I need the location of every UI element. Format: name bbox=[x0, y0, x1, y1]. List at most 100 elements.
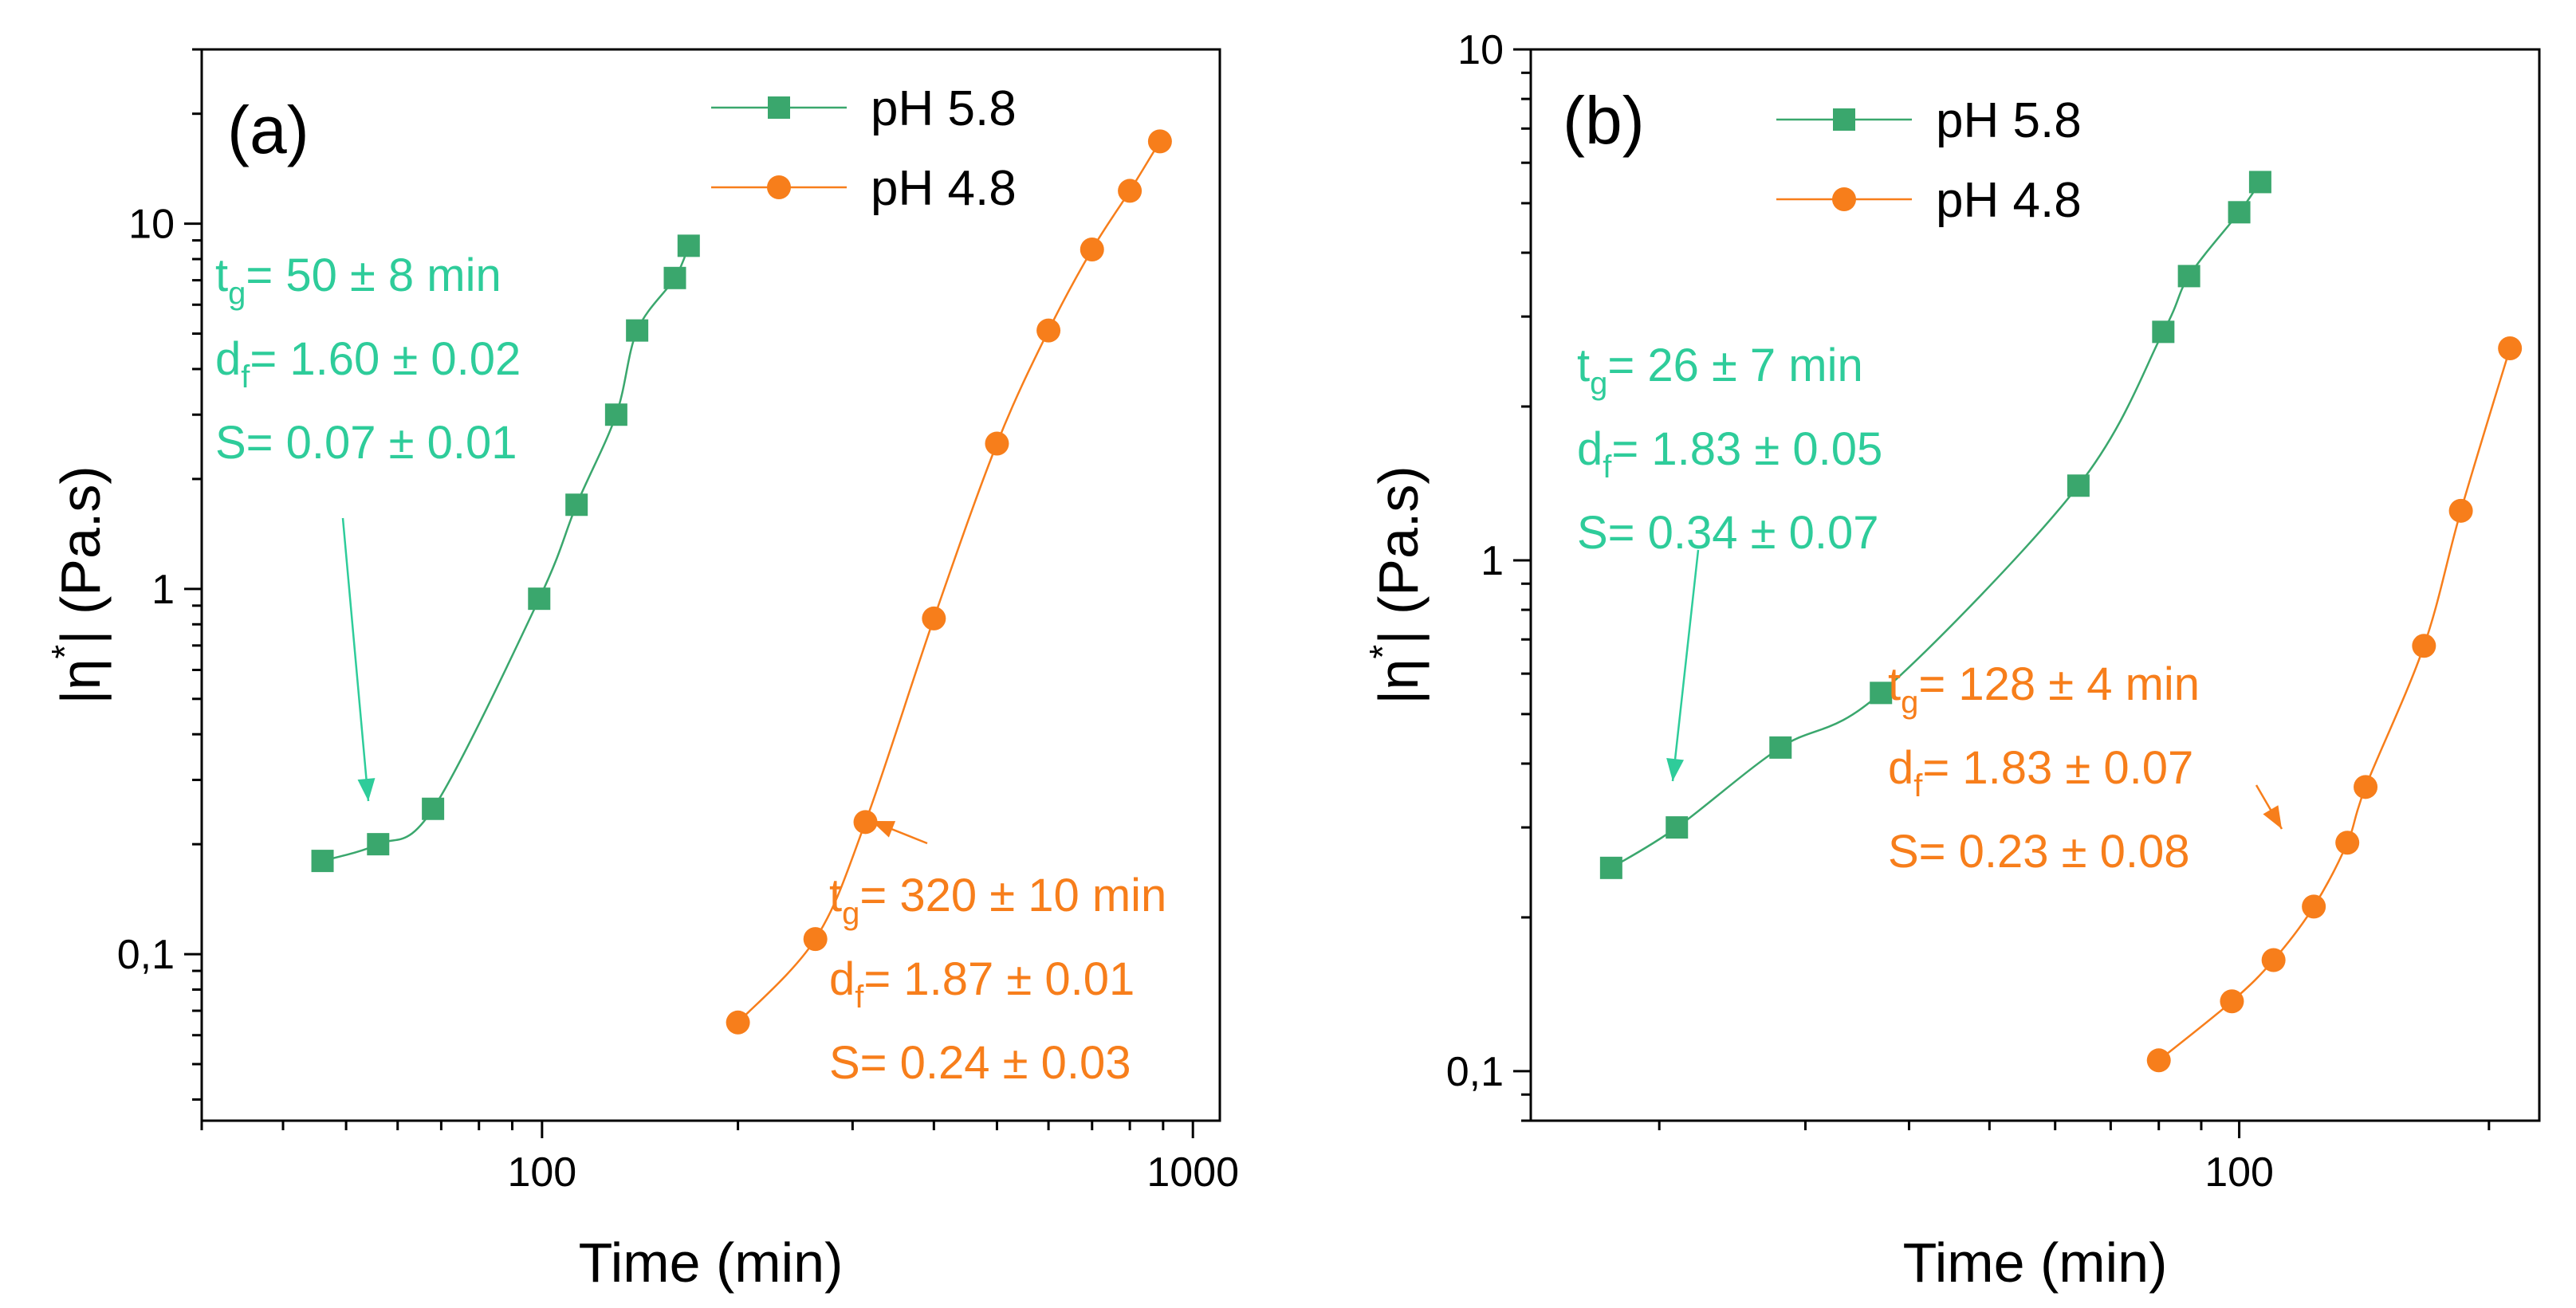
data-point-square bbox=[367, 833, 390, 856]
annotation-line: df= 1.87 ± 0.01 bbox=[829, 953, 1135, 1015]
legend-label: pH 5.8 bbox=[871, 81, 1017, 136]
annotation-post: = 1.83 ± 0.05 bbox=[1611, 423, 1882, 475]
annotation-pre: d bbox=[215, 333, 241, 385]
legend: pH 5.8 pH 4.8 bbox=[711, 81, 1017, 216]
y-axis-label: |η*| (Pa.s) bbox=[1362, 465, 1430, 704]
data-point-square bbox=[2177, 265, 2200, 288]
plot-frame bbox=[1529, 48, 2541, 1122]
annotation-post: = 50 ± 8 min bbox=[246, 249, 501, 301]
data-point-square bbox=[604, 403, 627, 426]
y-label-sup: * bbox=[44, 645, 85, 659]
data-point-square bbox=[422, 797, 445, 820]
annotation-line: tg= 50 ± 8 min bbox=[215, 249, 501, 311]
annotation-post: = 128 ± 4 min bbox=[1918, 658, 2200, 710]
data-point-square bbox=[565, 493, 588, 517]
annotation-sub: g bbox=[228, 276, 246, 311]
y-tick-label: 1 bbox=[1481, 538, 1504, 584]
data-point-square bbox=[2067, 474, 2090, 497]
data-point-square bbox=[663, 266, 686, 289]
annotation-arrow-head bbox=[357, 778, 376, 801]
annotation-line: S= 0.23 ± 0.08 bbox=[1888, 826, 2190, 878]
annotation-post: = 320 ± 10 min bbox=[859, 870, 1166, 921]
y-label-main: |η bbox=[49, 659, 112, 705]
data-point-circle bbox=[2220, 989, 2244, 1014]
y-tick-label: 10 bbox=[1457, 27, 1504, 73]
annotation-sub: f bbox=[1603, 450, 1612, 485]
series-line bbox=[2157, 348, 2511, 1062]
legend-label: pH 4.8 bbox=[871, 161, 1017, 216]
annotation-line: df= 1.83 ± 0.05 bbox=[1577, 423, 1882, 485]
annotation-sub: g bbox=[842, 896, 859, 931]
annotation-arrow-head bbox=[1666, 757, 1685, 781]
y-label-main: |η bbox=[1367, 659, 1430, 705]
series-ph-58 bbox=[311, 234, 700, 873]
annotation-sub: f bbox=[855, 980, 864, 1015]
annotation-pre: d bbox=[1888, 742, 1913, 794]
x-axis-ticks bbox=[1658, 1121, 2491, 1138]
legend-label: pH 5.8 bbox=[1936, 93, 2082, 148]
annotation-pre: t bbox=[1577, 340, 1590, 391]
legend-marker-square bbox=[768, 96, 790, 119]
annotation-line: S= 0.24 ± 0.03 bbox=[829, 1037, 1131, 1089]
data-point-circle bbox=[2261, 948, 2286, 972]
annotation-line: tg= 128 ± 4 min bbox=[1888, 658, 2200, 720]
series-line bbox=[737, 140, 1161, 1023]
annotation-arrow-line bbox=[1671, 549, 1700, 782]
annotation-sub: g bbox=[1590, 366, 1607, 401]
annotation-arrow-head bbox=[2263, 805, 2282, 829]
data-point-circle bbox=[2302, 894, 2326, 919]
annotation-line: tg= 320 ± 10 min bbox=[829, 870, 1166, 931]
panel-a: 100 1000 0,1 1 10 Time (min) |η*| (Pa.s) (a) pH … bbox=[44, 48, 1239, 1294]
annotation-pre: S= 0.07 ± 0.01 bbox=[215, 417, 517, 469]
annotation-orange: tg= 320 ± 10 min df= 1.87 ± 0.01 S= 0.24 ±… bbox=[829, 819, 1166, 1089]
legend-marker-circle bbox=[767, 175, 791, 199]
annotation-sub: f bbox=[1913, 768, 1923, 803]
data-point-circle bbox=[1036, 318, 1061, 343]
data-point-circle bbox=[853, 810, 878, 835]
annotation-arrow-line bbox=[341, 517, 370, 802]
annotation-post: = 1.60 ± 0.02 bbox=[250, 333, 521, 385]
annotation-pre: t bbox=[1888, 658, 1901, 710]
annotation-line: S= 0.34 ± 0.07 bbox=[1577, 507, 1879, 559]
data-point-circle bbox=[2354, 775, 2378, 799]
data-point-circle bbox=[2448, 498, 2473, 523]
y-axis-label: |η*| (Pa.s) bbox=[44, 465, 112, 704]
y-label-rest: | (Pa.s) bbox=[49, 465, 112, 644]
data-point-square bbox=[2152, 320, 2175, 344]
annotation-pre: t bbox=[215, 249, 228, 301]
series-line bbox=[1610, 181, 2261, 869]
series-ph-58 bbox=[1599, 171, 2271, 879]
x-tick-label: 100 bbox=[2204, 1149, 2274, 1196]
data-point-square bbox=[1599, 856, 1622, 879]
x-tick-label: 1000 bbox=[1146, 1149, 1239, 1196]
annotation-pre: S= 0.34 ± 0.07 bbox=[1577, 507, 1879, 559]
legend-label: pH 4.8 bbox=[1936, 173, 2082, 228]
y-tick-label: 10 bbox=[128, 202, 175, 248]
annotation-pre: d bbox=[829, 953, 855, 1005]
data-point-circle bbox=[2335, 831, 2360, 855]
y-label-sup: * bbox=[1362, 645, 1403, 659]
annotation-post: = 1.83 ± 0.07 bbox=[1922, 742, 2193, 794]
y-tick-label: 0,1 bbox=[1446, 1049, 1504, 1095]
data-point-circle bbox=[2412, 634, 2436, 658]
data-point-circle bbox=[2146, 1048, 2171, 1073]
panel-label: (b) bbox=[1563, 83, 1645, 158]
data-point-circle bbox=[726, 1010, 750, 1035]
annotation-sub: f bbox=[241, 359, 250, 395]
series-ph-48 bbox=[726, 129, 1172, 1035]
data-point-square bbox=[1666, 816, 1689, 839]
annotation-line: df= 1.83 ± 0.07 bbox=[1888, 742, 2193, 803]
y-tick-label: 1 bbox=[151, 567, 175, 613]
data-point-square bbox=[311, 850, 334, 873]
data-point-square bbox=[528, 587, 551, 611]
data-point-circle bbox=[922, 606, 946, 630]
x-tick-label: 100 bbox=[507, 1149, 576, 1196]
annotation-sub: g bbox=[1901, 685, 1918, 720]
x-axis-ticks bbox=[200, 1121, 1194, 1138]
annotation-line: S= 0.07 ± 0.01 bbox=[215, 417, 517, 469]
data-point-circle bbox=[1147, 129, 1172, 154]
annotation-pre: S= 0.23 ± 0.08 bbox=[1888, 826, 2190, 878]
